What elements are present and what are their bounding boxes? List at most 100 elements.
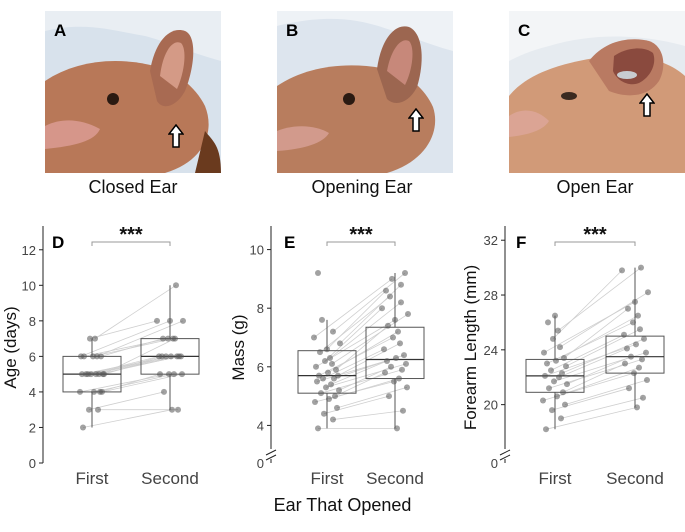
data-point [386,393,392,400]
data-point [80,424,86,431]
data-point [397,340,403,347]
data-point [168,353,174,360]
pair-line [94,284,177,339]
pair-line [558,348,628,378]
data-point [396,375,402,382]
pair-line [544,343,637,377]
pair-line [545,406,638,430]
data-point [543,426,549,433]
data-point [170,335,176,342]
data-point [86,406,92,413]
pair-line [89,320,158,340]
significance-stars: *** [349,224,373,246]
y-tick-label: 6 [29,349,36,364]
box [365,326,425,380]
data-point [97,388,103,395]
data-point [175,406,181,413]
data-point [545,319,551,326]
panel-letter: E [284,233,295,252]
x-tick-label: Second [366,469,424,488]
data-point [160,335,166,342]
pair-line [81,355,172,375]
data-point [559,370,565,377]
pair-line [330,360,388,385]
photo-closed-ear: A [45,11,221,173]
data-point [645,289,651,296]
data-point [79,371,85,378]
y-tick-label: 24 [484,343,498,358]
data-point [330,328,336,335]
x-tick-label: First [310,469,343,488]
pair-line [552,270,623,340]
data-point [643,349,649,356]
pair-line [95,355,163,375]
y-tick-label: 0 [491,456,498,471]
data-point [312,398,318,405]
data-point [563,363,569,370]
y-axis-label: Mass (g) [229,314,248,380]
pair-line [557,267,642,331]
data-point [398,299,404,306]
axis-break-mark [265,449,277,456]
data-point [169,406,175,413]
panel-letter: D [52,233,64,252]
data-point [323,384,329,391]
y-tick-label: 10 [22,278,36,293]
panel-letter: F [516,233,526,252]
pair-line [322,348,385,379]
data-point [329,360,335,367]
data-point [78,353,84,360]
data-point [328,381,334,388]
pair-line [334,372,386,397]
data-point [91,388,97,395]
data-point [100,371,106,378]
pair-line [320,369,403,394]
pair-line [565,328,641,367]
data-point [325,369,331,376]
data-point [625,305,631,312]
data-point [314,378,320,385]
photo-open-ear: C [509,11,685,173]
data-point [311,334,317,341]
x-axis-title: Ear That Opened [273,495,412,515]
pair-line [327,331,399,374]
data-point [398,281,404,288]
panel-letter: B [286,21,299,40]
data-point [388,363,394,370]
arrow-up-icon [168,124,184,148]
data-point [542,372,548,379]
x-tick-label: First [75,469,108,488]
data-point [552,312,558,319]
y-tick-label: 0 [257,456,264,471]
y-axis-label: Forearm Length (mm) [461,265,480,430]
data-point [330,416,336,423]
data-point [405,311,411,318]
data-point [619,267,625,274]
pair-line [326,290,387,350]
pair-line [566,356,632,385]
photo-opening-ear: B [277,11,453,173]
data-point [166,371,172,378]
pair-line [87,355,160,375]
data-point [337,340,343,347]
axis-break-mark [499,449,511,456]
data-point [154,317,160,324]
y-tick-label: 6 [257,360,264,375]
data-point [315,425,321,432]
y-tick-label: 20 [484,398,498,413]
data-point [334,404,340,411]
data-point [77,388,83,395]
data-point [321,410,327,417]
data-point [555,327,561,334]
data-point [541,349,547,356]
significance-bracket [326,241,396,246]
data-point [632,298,638,305]
significance-bracket [554,241,636,246]
y-axis-label: Age (days) [1,306,20,388]
data-point [326,396,332,403]
data-point [635,312,641,319]
data-point [317,349,323,356]
data-point [324,346,330,353]
data-point [157,371,163,378]
pair-line [332,272,406,332]
